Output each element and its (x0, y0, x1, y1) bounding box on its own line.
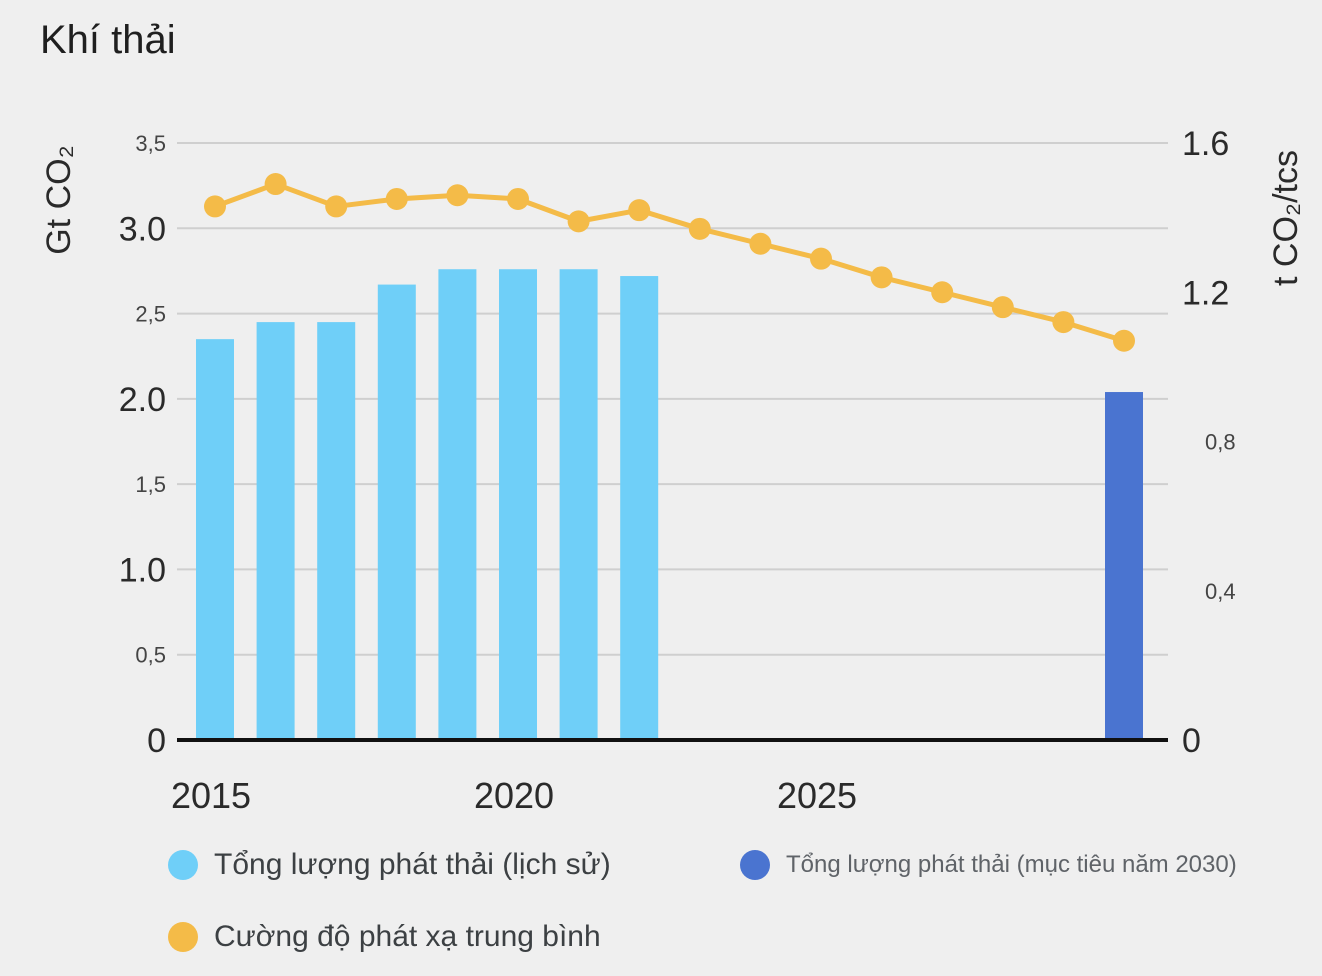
left-tick-label: 3.0 (119, 210, 166, 248)
intensity-point (749, 232, 772, 255)
intensity-point (870, 266, 893, 289)
intensity-point (204, 195, 226, 218)
left-tick-label: 0 (147, 722, 166, 760)
legend-item-historical: Tổng lượng phát thải (lịch sử) (168, 848, 611, 882)
legend-swatch-historical (168, 850, 198, 880)
left-tick-label: 2.0 (119, 381, 166, 419)
intensity-point (1113, 329, 1135, 352)
right-tick-label: 1.6 (1182, 125, 1229, 163)
historical-emission-bar (499, 269, 537, 740)
right-tick-label: 0,4 (1205, 579, 1236, 604)
legend-item-intensity: Cường độ phát xạ trung bình (168, 920, 601, 954)
intensity-point (385, 187, 408, 210)
historical-emission-bar (559, 269, 598, 740)
axis-labels: 0 0,5 1.0 1,5 2.0 2,5 3.0 3,5 0 0,4 0,8 1.2 1.6 Gt CO… (40, 125, 1305, 816)
left-tick-label: 1.0 (119, 551, 166, 589)
right-tick-label: 0 (1182, 722, 1201, 760)
intensity-point (567, 210, 590, 233)
right-tick-label: 0,8 (1205, 430, 1236, 455)
intensity-point (325, 195, 348, 218)
left-axis-title: Gt CO₂ (40, 145, 78, 255)
x-tick-label: 2015 (171, 775, 251, 816)
historical-emission-bar (317, 322, 356, 740)
bar-series (196, 269, 1143, 740)
intensity-point (507, 187, 529, 210)
left-tick-label: 0,5 (135, 643, 166, 668)
right-tick-label: 1.2 (1182, 274, 1229, 312)
intensity-point (688, 217, 711, 240)
legend-label-historical: Tổng lượng phát thải (lịch sử) (214, 848, 611, 881)
historical-emission-bar (620, 276, 659, 740)
historical-emission-bar (256, 322, 295, 740)
legend-swatch-intensity (168, 922, 198, 952)
legend-item-target: Tổng lượng phát thải (mục tiêu năm 2030) (740, 850, 1237, 880)
historical-emission-bar (377, 284, 416, 740)
intensity-point (1052, 311, 1075, 334)
right-axis-title: t CO₂/tcs (1267, 150, 1305, 286)
left-tick-label: 1,5 (135, 472, 166, 497)
historical-emission-bar (438, 269, 477, 740)
x-tick-label: 2020 (474, 775, 554, 816)
intensity-point (264, 173, 287, 196)
intensity-line (214, 181, 1125, 344)
intensity-point (810, 247, 832, 270)
legend-label-intensity: Cường độ phát xạ trung bình (214, 920, 601, 953)
left-tick-label: 3,5 (135, 131, 166, 156)
legend-swatch-target (740, 850, 770, 880)
historical-emission-bar (196, 339, 234, 740)
page-title: Khí thải (40, 18, 176, 62)
intensity-point (991, 296, 1014, 319)
x-tick-label: 2025 (777, 775, 857, 816)
target-emission-bar (1105, 392, 1143, 740)
intensity-point (628, 199, 651, 222)
line-series (204, 173, 1135, 352)
intensity-point (446, 184, 469, 207)
left-tick-label: 2,5 (135, 302, 166, 327)
intensity-point (931, 281, 954, 304)
legend-label-target: Tổng lượng phát thải (mục tiêu năm 2030) (786, 851, 1237, 878)
